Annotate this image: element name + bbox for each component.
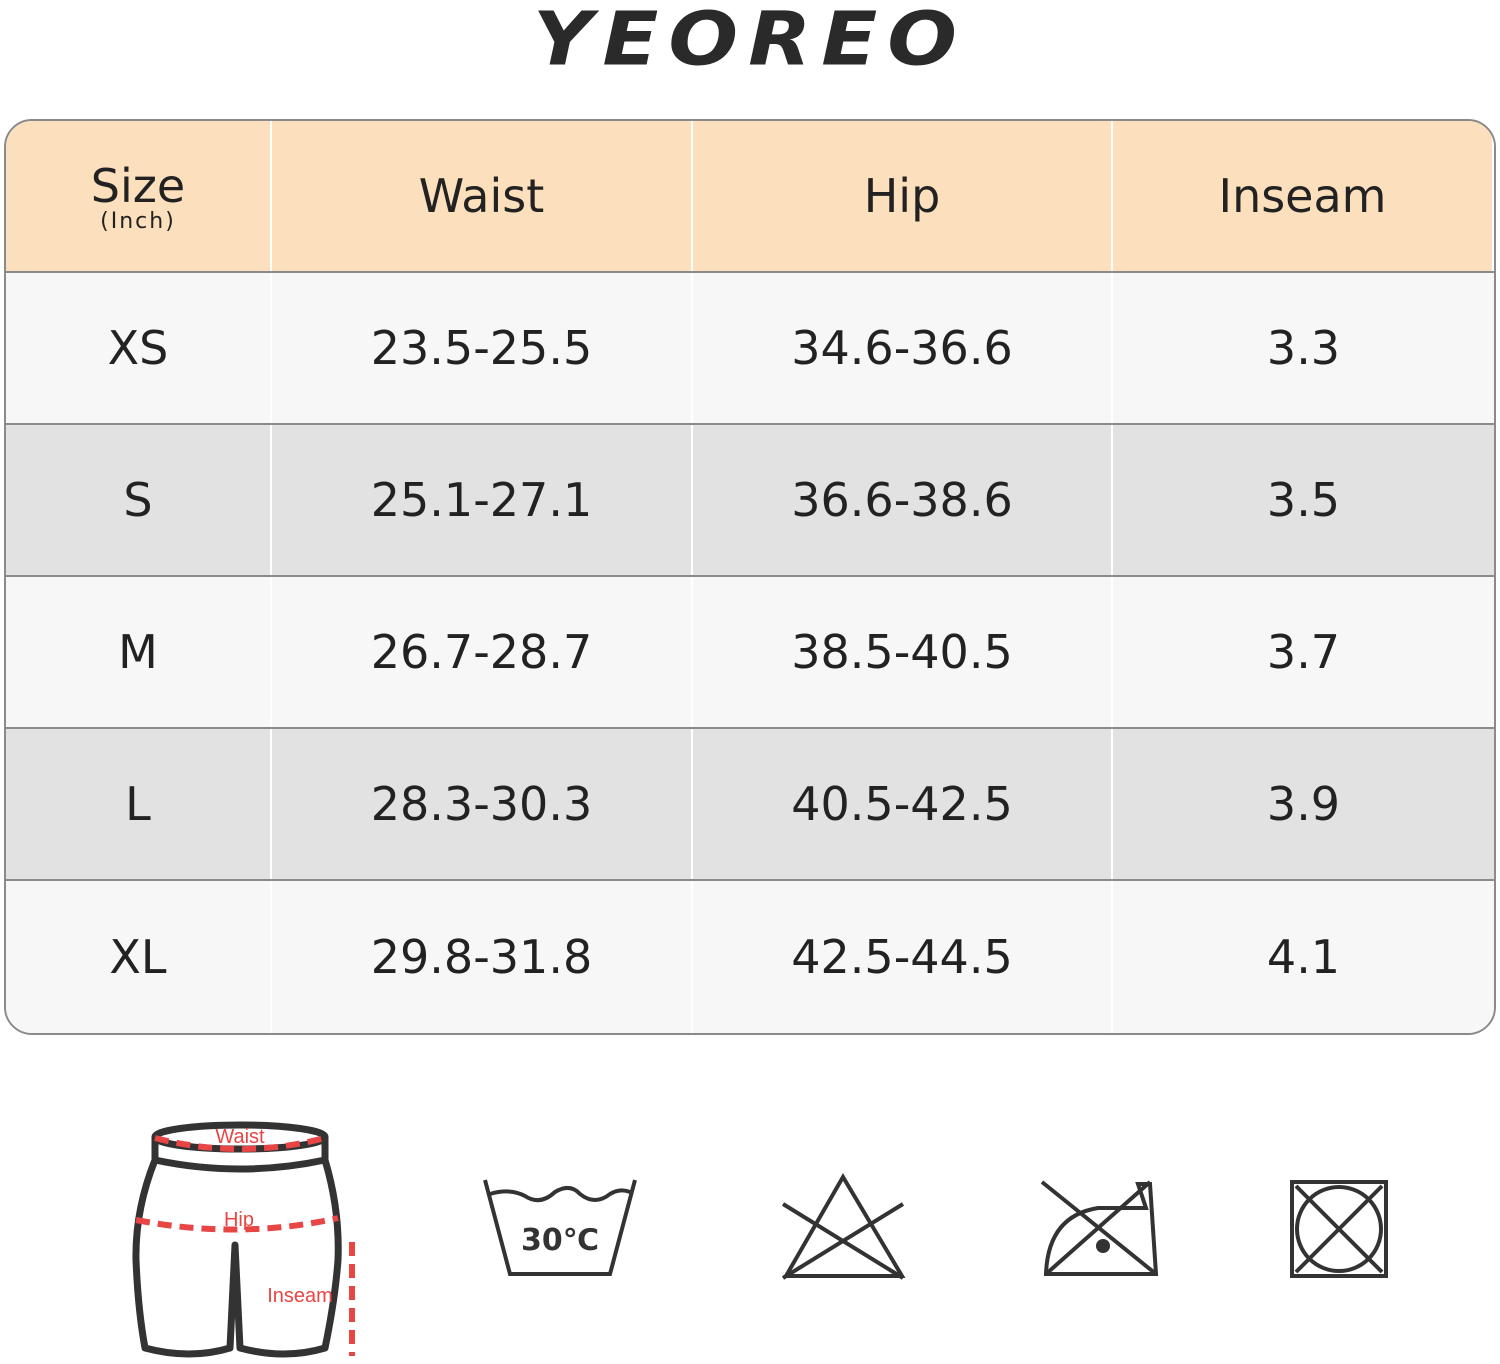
inseam-cell: 3.9: [1266, 777, 1341, 831]
waist-label: Waist: [215, 1126, 265, 1148]
header-waist: Waist: [272, 121, 693, 271]
inseam-cell: 3.7: [1266, 625, 1341, 679]
size-cell: M: [6, 577, 272, 727]
size-chart-table: Size (Inch) Waist Hip Inseam XS 23.5-25.…: [4, 119, 1496, 1035]
header-hip: Hip: [693, 121, 1113, 271]
waist-cell: 26.7-28.7: [272, 577, 693, 727]
header-size: Size (Inch): [6, 121, 272, 271]
waist-cell: 25.1-27.1: [272, 425, 693, 575]
header-inseam: Inseam: [1113, 121, 1494, 271]
do-not-bleach-icon: [781, 1173, 906, 1280]
brand-logo: YEOREO: [533, 0, 967, 83]
inseam-cell: 3.5: [1266, 473, 1341, 527]
shorts-measurement-diagram: Waist Hip Inseam: [132, 1121, 355, 1358]
do-not-tumble-dry-icon: [1290, 1180, 1388, 1278]
inseam-label: Inseam: [267, 1285, 333, 1307]
hip-cell: 42.5-44.5: [693, 881, 1113, 1033]
inseam-cell: 4.1: [1266, 930, 1341, 984]
hip-cell: 40.5-42.5: [693, 729, 1113, 879]
table-row: M 26.7-28.7 38.5-40.5 3.7: [6, 577, 1494, 729]
waist-cell: 28.3-30.3: [272, 729, 693, 879]
table-header-row: Size (Inch) Waist Hip Inseam: [6, 121, 1494, 273]
hip-cell: 38.5-40.5: [693, 577, 1113, 727]
table-row: S 25.1-27.1 36.6-38.6 3.5: [6, 425, 1494, 577]
table-row: L 28.3-30.3 40.5-42.5 3.9: [6, 729, 1494, 881]
size-cell: XL: [6, 881, 272, 1033]
size-cell: S: [6, 425, 272, 575]
hip-label: Hip: [224, 1209, 254, 1231]
table-row: XL 29.8-31.8 42.5-44.5 4.1: [6, 881, 1494, 1033]
size-cell: XS: [6, 273, 272, 423]
wash-30-icon: 30℃: [483, 1179, 637, 1276]
header-size-label: Size: [90, 158, 186, 213]
hip-cell: 34.6-36.6: [693, 273, 1113, 423]
table-row: XS 23.5-25.5 34.6-36.6 3.3: [6, 273, 1494, 425]
hip-cell: 36.6-38.6: [693, 425, 1113, 575]
waist-cell: 23.5-25.5: [272, 273, 693, 423]
waist-cell: 29.8-31.8: [272, 881, 693, 1033]
size-cell: L: [6, 729, 272, 879]
do-not-iron-icon: [1040, 1180, 1159, 1276]
inseam-cell: 3.3: [1266, 321, 1341, 375]
wash-temperature: 30℃: [521, 1223, 599, 1258]
header-unit-label: (Inch): [100, 208, 176, 234]
